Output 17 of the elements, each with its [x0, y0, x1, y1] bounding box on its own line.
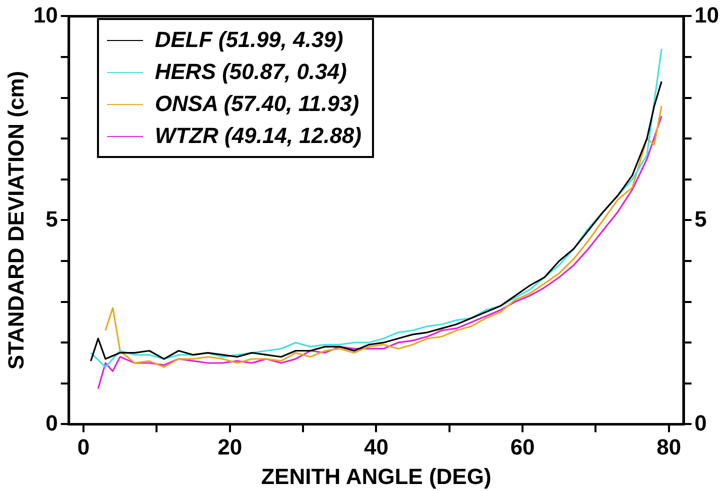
legend-label: DELF (51.99, 4.39): [154, 27, 344, 54]
legend-label: HERS (50.87, 0.34): [154, 59, 347, 86]
x-tick-label: 80: [656, 434, 682, 460]
y2-tick-label: 5: [694, 206, 707, 232]
x-tick-label: 60: [510, 434, 535, 460]
x-tick-label: 0: [77, 434, 90, 460]
y2-tick-label: 0: [694, 410, 707, 436]
y-tick-label: 10: [33, 2, 58, 28]
x-tick-label: 20: [218, 434, 242, 460]
y-tick-label: 0: [46, 410, 58, 436]
y2-tick-label: 10: [694, 2, 720, 28]
legend-label: WTZR (49.14, 12.88): [154, 123, 362, 150]
x-axis-title: ZENITH ANGLE (DEG): [261, 464, 492, 489]
y-axis-title: STANDARD DEVIATION (cm): [3, 70, 28, 370]
legend-label: ONSA (57.40, 11.93): [154, 91, 360, 118]
y-tick-label: 5: [46, 206, 58, 232]
x-tick-label: 40: [364, 434, 388, 460]
